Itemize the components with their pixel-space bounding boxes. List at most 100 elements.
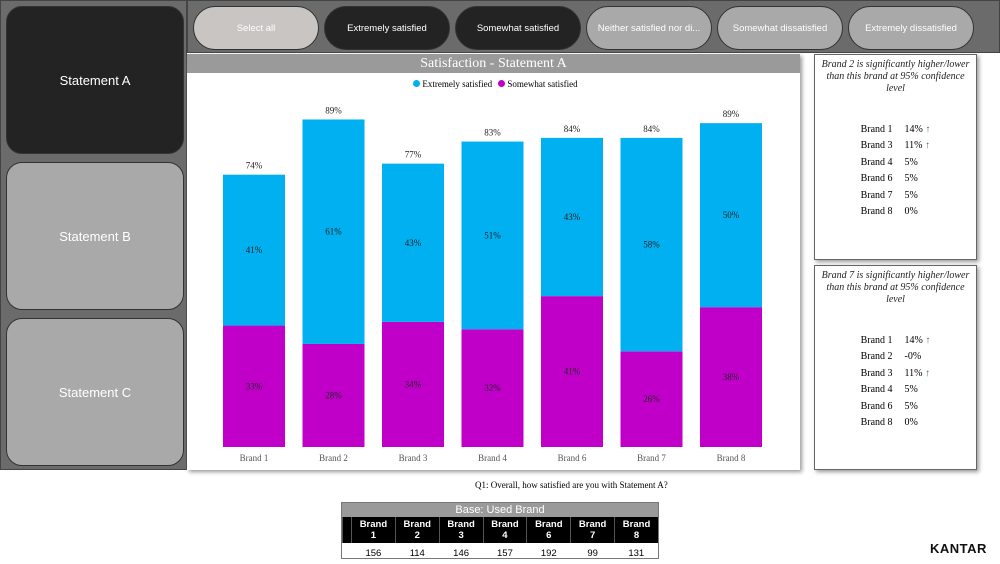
- statement-b-button[interactable]: Statement B: [6, 162, 184, 310]
- sig-value: 14% ↑: [904, 334, 931, 346]
- base-title: Base: Used Brand: [342, 503, 658, 517]
- bar-segment-somewhat[interactable]: [382, 321, 444, 447]
- data-label: 58%: [643, 240, 660, 250]
- base-header: Brand 2: [394, 517, 440, 543]
- filter-somewhat-dissatisfied[interactable]: Somewhat dissatisfied: [717, 6, 843, 50]
- arrow-up-icon: ↑: [922, 334, 931, 346]
- bar-segment-somewhat[interactable]: [541, 296, 603, 447]
- stacked-bar-chart: 33% 41% 74% Brand 1 28% 61% 89% Brand 2 34% 43% 77…: [223, 105, 762, 463]
- statement-panel: Statement A Statement B Statement C: [0, 0, 187, 470]
- bar-segment-extremely[interactable]: [461, 141, 524, 330]
- data-label: 34%: [405, 379, 422, 389]
- sig-row: Brand 6 5%: [855, 171, 937, 188]
- sig-brand: Brand 1: [860, 334, 893, 346]
- sig-value: 11% ↑: [904, 367, 931, 379]
- bar-segment-extremely[interactable]: [223, 174, 285, 326]
- sig-value: 14% ↑: [904, 123, 931, 135]
- total-label: 89%: [325, 105, 342, 115]
- base-count: 99: [587, 548, 598, 559]
- sig-table: Brand 1 14% ↑ Brand 2 -0% Brand 3 11% ↑ Brand …: [855, 332, 937, 431]
- sig-value: -0%: [904, 351, 922, 363]
- base-count: 156: [365, 548, 382, 559]
- sig-brand: Brand 2: [860, 351, 893, 363]
- bar-segment-extremely[interactable]: [700, 123, 762, 308]
- x-tick-label: Brand 1: [240, 453, 269, 463]
- x-tick-label: Brand 7: [637, 453, 666, 463]
- bar-segment-extremely[interactable]: [382, 163, 444, 322]
- chart-title: Satisfaction - Statement A: [187, 54, 800, 73]
- data-label: 41%: [564, 367, 581, 377]
- filter-somewhat-satisfied[interactable]: Somewhat satisfied: [455, 6, 581, 50]
- data-label: 32%: [484, 383, 501, 393]
- bar-segment-somewhat[interactable]: [223, 325, 285, 447]
- x-tick-label: Brand 8: [717, 453, 746, 463]
- filter-select-all[interactable]: Select all: [193, 6, 319, 50]
- data-label: 28%: [325, 390, 342, 400]
- x-tick-label: Brand 2: [319, 453, 348, 463]
- total-label: 89%: [723, 109, 740, 119]
- sig-value: 11% ↑: [904, 140, 931, 152]
- bar-segment-somewhat[interactable]: [700, 307, 762, 447]
- statement-a-button[interactable]: Statement A: [6, 6, 184, 154]
- chart-panel: 33% 41% 74% Brand 1 28% 61% 89% Brand 2 34% 43% 77…: [187, 54, 800, 470]
- base-header: Brand 8: [614, 517, 658, 543]
- sig-row: Brand 4 5%: [855, 154, 937, 171]
- arrow-up-icon: ↑: [922, 367, 931, 379]
- bar-segment-extremely[interactable]: [541, 137, 603, 297]
- sig-value: 5%: [904, 156, 918, 168]
- x-tick-label: Brand 6: [558, 453, 587, 463]
- legend-label: Extremely satisfied: [422, 79, 493, 89]
- sig-value: 5%: [904, 173, 918, 185]
- legend-swatch-somewhat: [498, 80, 506, 87]
- bar-segment-somewhat[interactable]: [302, 343, 365, 447]
- sig-row: Brand 3 11% ↑: [855, 138, 937, 155]
- base-corner: [342, 517, 352, 543]
- significance-box-brand-2: Brand 2 is significantly higher/lower th…: [814, 54, 977, 260]
- base-count: 146: [453, 548, 470, 559]
- base-count: 131: [628, 548, 645, 559]
- x-tick-label: Brand 3: [399, 453, 428, 463]
- sig-value: 5%: [904, 384, 918, 396]
- filter-bar: Select all Extremely satisfied Somewhat …: [187, 0, 1000, 53]
- sig-brand: Brand 7: [860, 189, 893, 201]
- base-header: Brand 7: [570, 517, 615, 543]
- sig-brand: Brand 4: [860, 384, 893, 396]
- sig-value: 0%: [904, 206, 918, 218]
- legend: Extremely satisfied Somewhat satisfied: [187, 79, 800, 89]
- data-label: 43%: [564, 212, 581, 222]
- filter-neither[interactable]: Neither satisfied nor di...: [586, 6, 712, 50]
- data-label: 41%: [246, 245, 263, 255]
- sig-brand: Brand 6: [860, 400, 893, 412]
- filter-extremely-satisfied[interactable]: Extremely satisfied: [324, 6, 450, 50]
- data-label: 51%: [484, 230, 501, 240]
- base-header: Brand 4: [482, 517, 527, 543]
- base-table: Base: Used Brand Brand 1 Brand 2 Brand 3 Br…: [341, 502, 659, 559]
- sig-brand: Brand 3: [860, 367, 893, 379]
- legend-swatch-extremely: [413, 80, 421, 87]
- bar-segment-extremely[interactable]: [302, 119, 365, 344]
- total-label: 83%: [484, 128, 501, 138]
- bar-segment-somewhat[interactable]: [620, 351, 683, 447]
- data-label: 43%: [405, 238, 422, 248]
- sig-brand: Brand 8: [860, 417, 893, 429]
- base-header: Brand 1: [351, 517, 396, 543]
- filter-extremely-dissatisfied[interactable]: Extremely dissatisfied: [848, 6, 974, 50]
- sig-brand: Brand 6: [860, 173, 893, 185]
- sig-header: Brand 2 is significantly higher/lower th…: [821, 59, 970, 94]
- bar-segment-extremely[interactable]: [620, 137, 683, 352]
- significance-box-brand-7: Brand 7 is significantly higher/lower th…: [814, 265, 977, 470]
- x-tick-label: Brand 4: [478, 453, 507, 463]
- sig-value: 5%: [904, 189, 918, 201]
- sig-table: Brand 1 14% ↑ Brand 3 11% ↑ Brand 4 5% Brand 6…: [855, 121, 937, 220]
- sig-value: 5%: [904, 400, 918, 412]
- sig-brand: Brand 8: [860, 206, 893, 218]
- sig-row: Brand 2 -0%: [855, 349, 937, 366]
- arrow-up-icon: ↑: [922, 123, 931, 135]
- sig-brand: Brand 1: [860, 123, 893, 135]
- sig-row: Brand 6 5%: [855, 398, 937, 415]
- sig-value: 0%: [904, 417, 918, 429]
- base-count: 114: [409, 548, 425, 559]
- bar-segment-somewhat[interactable]: [461, 329, 524, 447]
- sig-header: Brand 7 is significantly higher/lower th…: [821, 270, 970, 305]
- statement-c-button[interactable]: Statement C: [6, 318, 184, 466]
